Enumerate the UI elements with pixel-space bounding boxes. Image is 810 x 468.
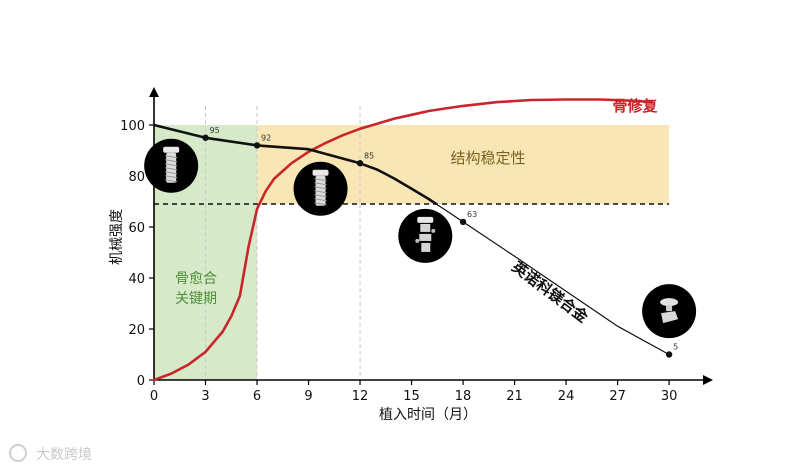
screw-head-icon bbox=[417, 216, 434, 223]
screw-fragment-icon bbox=[431, 228, 436, 233]
x-tick-label-0: 0 bbox=[150, 389, 158, 404]
y-tick-label-60: 60 bbox=[128, 221, 145, 236]
vertical-guides bbox=[205, 106, 361, 380]
screw-thread-icon bbox=[165, 167, 178, 171]
y-tick-label-100: 100 bbox=[120, 119, 145, 134]
x-tick-label-30: 30 bbox=[661, 389, 678, 404]
screw-fragment-icon bbox=[419, 233, 432, 241]
data-point-3 bbox=[202, 134, 209, 141]
screw-thread-icon bbox=[165, 155, 178, 159]
x-tick-label-18: 18 bbox=[455, 389, 472, 404]
implant-image-2 bbox=[293, 161, 348, 216]
screw-thread-icon bbox=[314, 194, 327, 198]
implant-image-1 bbox=[144, 138, 199, 193]
screw-fragment-icon bbox=[420, 223, 431, 232]
data-point-18 bbox=[459, 218, 467, 226]
x-tick-label-27: 27 bbox=[609, 389, 626, 404]
y-tick-label-20: 20 bbox=[128, 323, 145, 338]
data-point-label-3: 95 bbox=[210, 126, 220, 135]
series-lines bbox=[152, 98, 670, 382]
watermark-logo-icon bbox=[9, 444, 27, 462]
x-axis-label: 植入时间（月） bbox=[379, 407, 477, 423]
data-point-label-6: 92 bbox=[261, 133, 271, 142]
screw-remnant-icon bbox=[666, 305, 673, 312]
screw-remnant-icon bbox=[660, 298, 679, 307]
screw-thread-icon bbox=[314, 186, 327, 190]
screw-head-icon bbox=[163, 146, 180, 153]
x-tick-label-15: 15 bbox=[403, 389, 420, 404]
implant-image-4 bbox=[642, 284, 697, 339]
alloy-strength-line-thin bbox=[436, 203, 670, 356]
x-tick-label-24: 24 bbox=[558, 389, 575, 404]
screw-thread-icon bbox=[165, 175, 178, 179]
watermark: 大数跨境 bbox=[9, 444, 92, 463]
screw-fragment-icon bbox=[421, 242, 431, 252]
screw-thread-icon bbox=[165, 159, 178, 163]
data-point-6 bbox=[253, 142, 261, 149]
screw-thread-icon bbox=[165, 171, 178, 175]
y-tick-label-80: 80 bbox=[128, 170, 145, 185]
x-tick-label-6: 6 bbox=[253, 389, 261, 404]
bone-repair-line bbox=[152, 98, 654, 382]
implant-images bbox=[144, 138, 697, 339]
data-point-30 bbox=[665, 351, 673, 358]
watermark-text: 大数跨境 bbox=[36, 447, 92, 463]
screw-remnant-icon bbox=[661, 311, 679, 324]
x-tick-label-12: 12 bbox=[352, 389, 369, 404]
axes: 0 3 6 9 12 15 18 21 24 27 30 0 20 40 60 80 100 bbox=[120, 87, 713, 404]
zone-label-structural-stability: 结构稳定性 bbox=[450, 149, 525, 167]
data-points: 95 92 85 63 5 bbox=[202, 126, 678, 358]
series-label-bone-repair: 骨修复 bbox=[612, 97, 658, 115]
zone-label-bone-healing-line1: 骨愈合 bbox=[175, 271, 217, 287]
screw-thread-icon bbox=[165, 179, 178, 183]
shaded-regions bbox=[154, 125, 670, 380]
x-tick-label-3: 3 bbox=[201, 389, 209, 404]
screw-thread-icon bbox=[165, 163, 178, 167]
y-tick-label-0: 0 bbox=[137, 374, 145, 389]
x-tick-label-9: 9 bbox=[304, 389, 312, 404]
implant-image-3 bbox=[398, 208, 453, 263]
alloy-strength-line-thick bbox=[153, 123, 438, 206]
screw-thread-icon bbox=[314, 190, 327, 194]
screw-fragment-icon bbox=[415, 238, 420, 243]
y-axis-label: 机械强度 bbox=[109, 209, 125, 265]
screw-thread-icon bbox=[314, 198, 327, 202]
data-point-label-18: 63 bbox=[467, 210, 477, 219]
data-point-label-12: 85 bbox=[364, 151, 374, 160]
screw-thread-icon bbox=[314, 202, 327, 206]
screw-head-icon bbox=[312, 169, 329, 176]
y-tick-label-40: 40 bbox=[128, 272, 145, 287]
data-point-12 bbox=[356, 160, 364, 167]
screw-thread-icon bbox=[314, 182, 327, 186]
zone-label-bone-healing-line2: 关键期 bbox=[175, 291, 217, 307]
x-tick-label-21: 21 bbox=[506, 389, 523, 404]
data-point-label-30: 5 bbox=[673, 343, 678, 352]
screw-thread-icon bbox=[314, 178, 327, 182]
series-label-magnesium-alloy: 英诺科镁合金 bbox=[509, 258, 593, 327]
